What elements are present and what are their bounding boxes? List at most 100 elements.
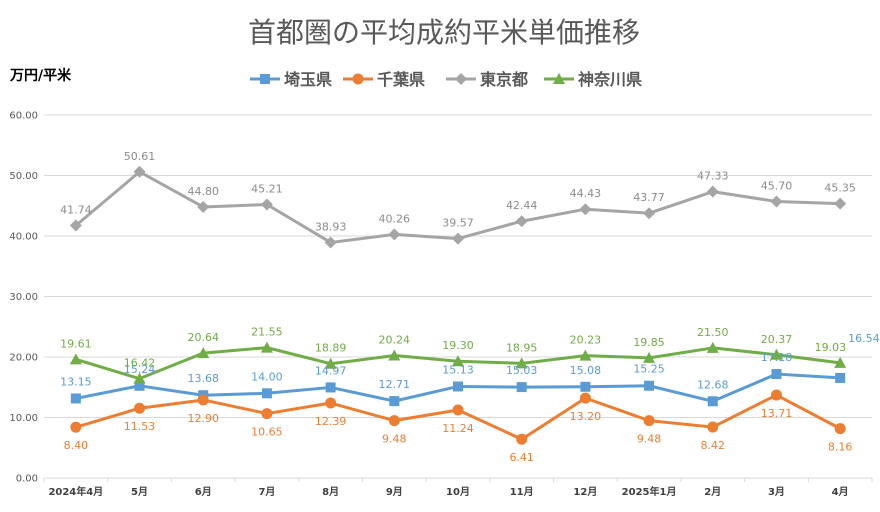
data-point bbox=[261, 388, 272, 399]
data-point bbox=[516, 433, 528, 445]
data-point bbox=[579, 203, 592, 216]
data-label: 41.74 bbox=[60, 203, 92, 216]
data-point bbox=[706, 341, 719, 353]
data-label: 15.13 bbox=[442, 363, 474, 376]
data-label: 14.00 bbox=[251, 370, 283, 383]
data-point bbox=[133, 165, 146, 178]
data-label: 8.16 bbox=[828, 441, 853, 454]
data-label: 45.70 bbox=[761, 180, 793, 193]
data-point bbox=[388, 415, 400, 427]
data-label: 45.35 bbox=[824, 182, 856, 195]
legend-marker bbox=[553, 73, 565, 84]
data-label: 16.54 bbox=[848, 332, 880, 345]
data-label: 21.55 bbox=[251, 326, 283, 339]
data-point bbox=[707, 421, 719, 433]
y-tick-label: 40.00 bbox=[9, 232, 38, 243]
x-tick-label: 8月 bbox=[322, 486, 339, 498]
data-point bbox=[261, 408, 273, 420]
legend-marker bbox=[352, 73, 364, 85]
series-0-labels: 13.15 15.24 13.68 14.00 14.97 12.71 15.13 15.03… bbox=[60, 332, 880, 391]
data-point bbox=[770, 348, 783, 360]
data-point bbox=[643, 207, 656, 220]
series-1-labels: 8.40 11.53 12.90 10.65 12.39 9.48 11.24 6.41 13.… bbox=[64, 407, 853, 464]
data-point bbox=[643, 351, 656, 363]
legend-item-1: 千葉県 bbox=[343, 70, 425, 89]
data-label: 19.03 bbox=[815, 341, 847, 354]
data-label: 20.23 bbox=[570, 334, 602, 347]
data-point bbox=[579, 349, 592, 361]
data-label: 12.68 bbox=[697, 378, 729, 391]
data-label: 17.18 bbox=[761, 351, 793, 364]
data-point bbox=[706, 185, 719, 198]
data-point bbox=[644, 380, 655, 391]
data-point bbox=[70, 393, 81, 404]
data-label: 19.30 bbox=[442, 339, 474, 352]
data-label: 43.77 bbox=[633, 191, 665, 204]
data-label: 42.44 bbox=[506, 199, 538, 212]
data-point bbox=[69, 219, 82, 232]
legend-label: 埼玉県 bbox=[284, 70, 332, 89]
data-point bbox=[834, 197, 847, 210]
data-label: 44.80 bbox=[187, 185, 219, 198]
data-label: 16.42 bbox=[124, 357, 156, 370]
legend-marker bbox=[260, 74, 270, 84]
series-1 bbox=[70, 389, 846, 445]
data-label: 11.53 bbox=[124, 420, 156, 433]
data-point bbox=[197, 394, 209, 406]
data-point bbox=[70, 421, 82, 433]
x-tick-label: 6月 bbox=[195, 486, 212, 498]
data-label: 18.95 bbox=[506, 341, 538, 354]
y-tick-label: 30.00 bbox=[9, 292, 38, 303]
x-tick-label: 4月 bbox=[832, 486, 849, 498]
data-point bbox=[834, 423, 846, 435]
data-point bbox=[197, 200, 210, 213]
data-point bbox=[324, 357, 337, 369]
chart-title: 首都圏の平均成約平米単価推移 bbox=[248, 16, 640, 49]
data-point bbox=[515, 357, 528, 369]
data-label: 19.85 bbox=[633, 336, 665, 349]
data-label: 47.33 bbox=[697, 170, 729, 183]
data-label: 13.71 bbox=[761, 407, 793, 420]
data-point bbox=[133, 372, 146, 384]
data-label: 15.24 bbox=[124, 363, 156, 376]
x-tick-label: 2025年1月 bbox=[622, 485, 677, 498]
y-tick-label: 20.00 bbox=[9, 353, 38, 364]
series-2 bbox=[69, 165, 847, 249]
data-point bbox=[69, 353, 82, 365]
x-tick-label: 9月 bbox=[386, 486, 403, 498]
data-point bbox=[197, 347, 210, 359]
data-label: 39.57 bbox=[442, 217, 474, 230]
data-point bbox=[452, 404, 464, 416]
data-label: 12.39 bbox=[315, 415, 347, 428]
data-label: 9.48 bbox=[382, 433, 407, 446]
data-label: 20.37 bbox=[761, 333, 793, 346]
data-label: 15.25 bbox=[633, 363, 665, 376]
data-point bbox=[453, 381, 463, 392]
data-point bbox=[389, 396, 400, 407]
x-tick-label: 2月 bbox=[704, 486, 721, 498]
data-point bbox=[134, 402, 146, 414]
data-point bbox=[835, 372, 846, 383]
legend-item-3: 神奈川県 bbox=[544, 70, 642, 89]
data-label: 50.61 bbox=[124, 150, 156, 163]
data-point bbox=[515, 215, 528, 228]
y-tick-label: 10.00 bbox=[9, 413, 38, 424]
legend-marker bbox=[455, 73, 467, 85]
legend-label: 千葉県 bbox=[377, 70, 425, 89]
series-2-labels: 41.74 50.61 44.80 45.21 38.93 40.26 39.57 42.44… bbox=[60, 150, 856, 234]
y-tick-label: 50.00 bbox=[9, 171, 38, 182]
legend-label: 東京都 bbox=[480, 70, 528, 89]
data-label: 45.21 bbox=[251, 182, 283, 195]
data-point bbox=[388, 349, 401, 361]
x-tick-label: 5月 bbox=[131, 486, 148, 498]
x-tick-label: 7月 bbox=[258, 486, 275, 498]
x-tick-label: 10月 bbox=[446, 486, 470, 498]
data-label: 12.71 bbox=[379, 378, 411, 391]
data-label: 20.24 bbox=[379, 334, 411, 347]
legend-item-2: 東京都 bbox=[446, 70, 528, 89]
data-label: 8.40 bbox=[64, 439, 89, 452]
y-axis-unit-label: 万円/平米 bbox=[9, 67, 72, 84]
data-label: 6.41 bbox=[509, 451, 534, 464]
series-3-labels: 19.61 16.42 20.64 21.55 18.89 20.24 19.30 18.95… bbox=[60, 326, 846, 370]
